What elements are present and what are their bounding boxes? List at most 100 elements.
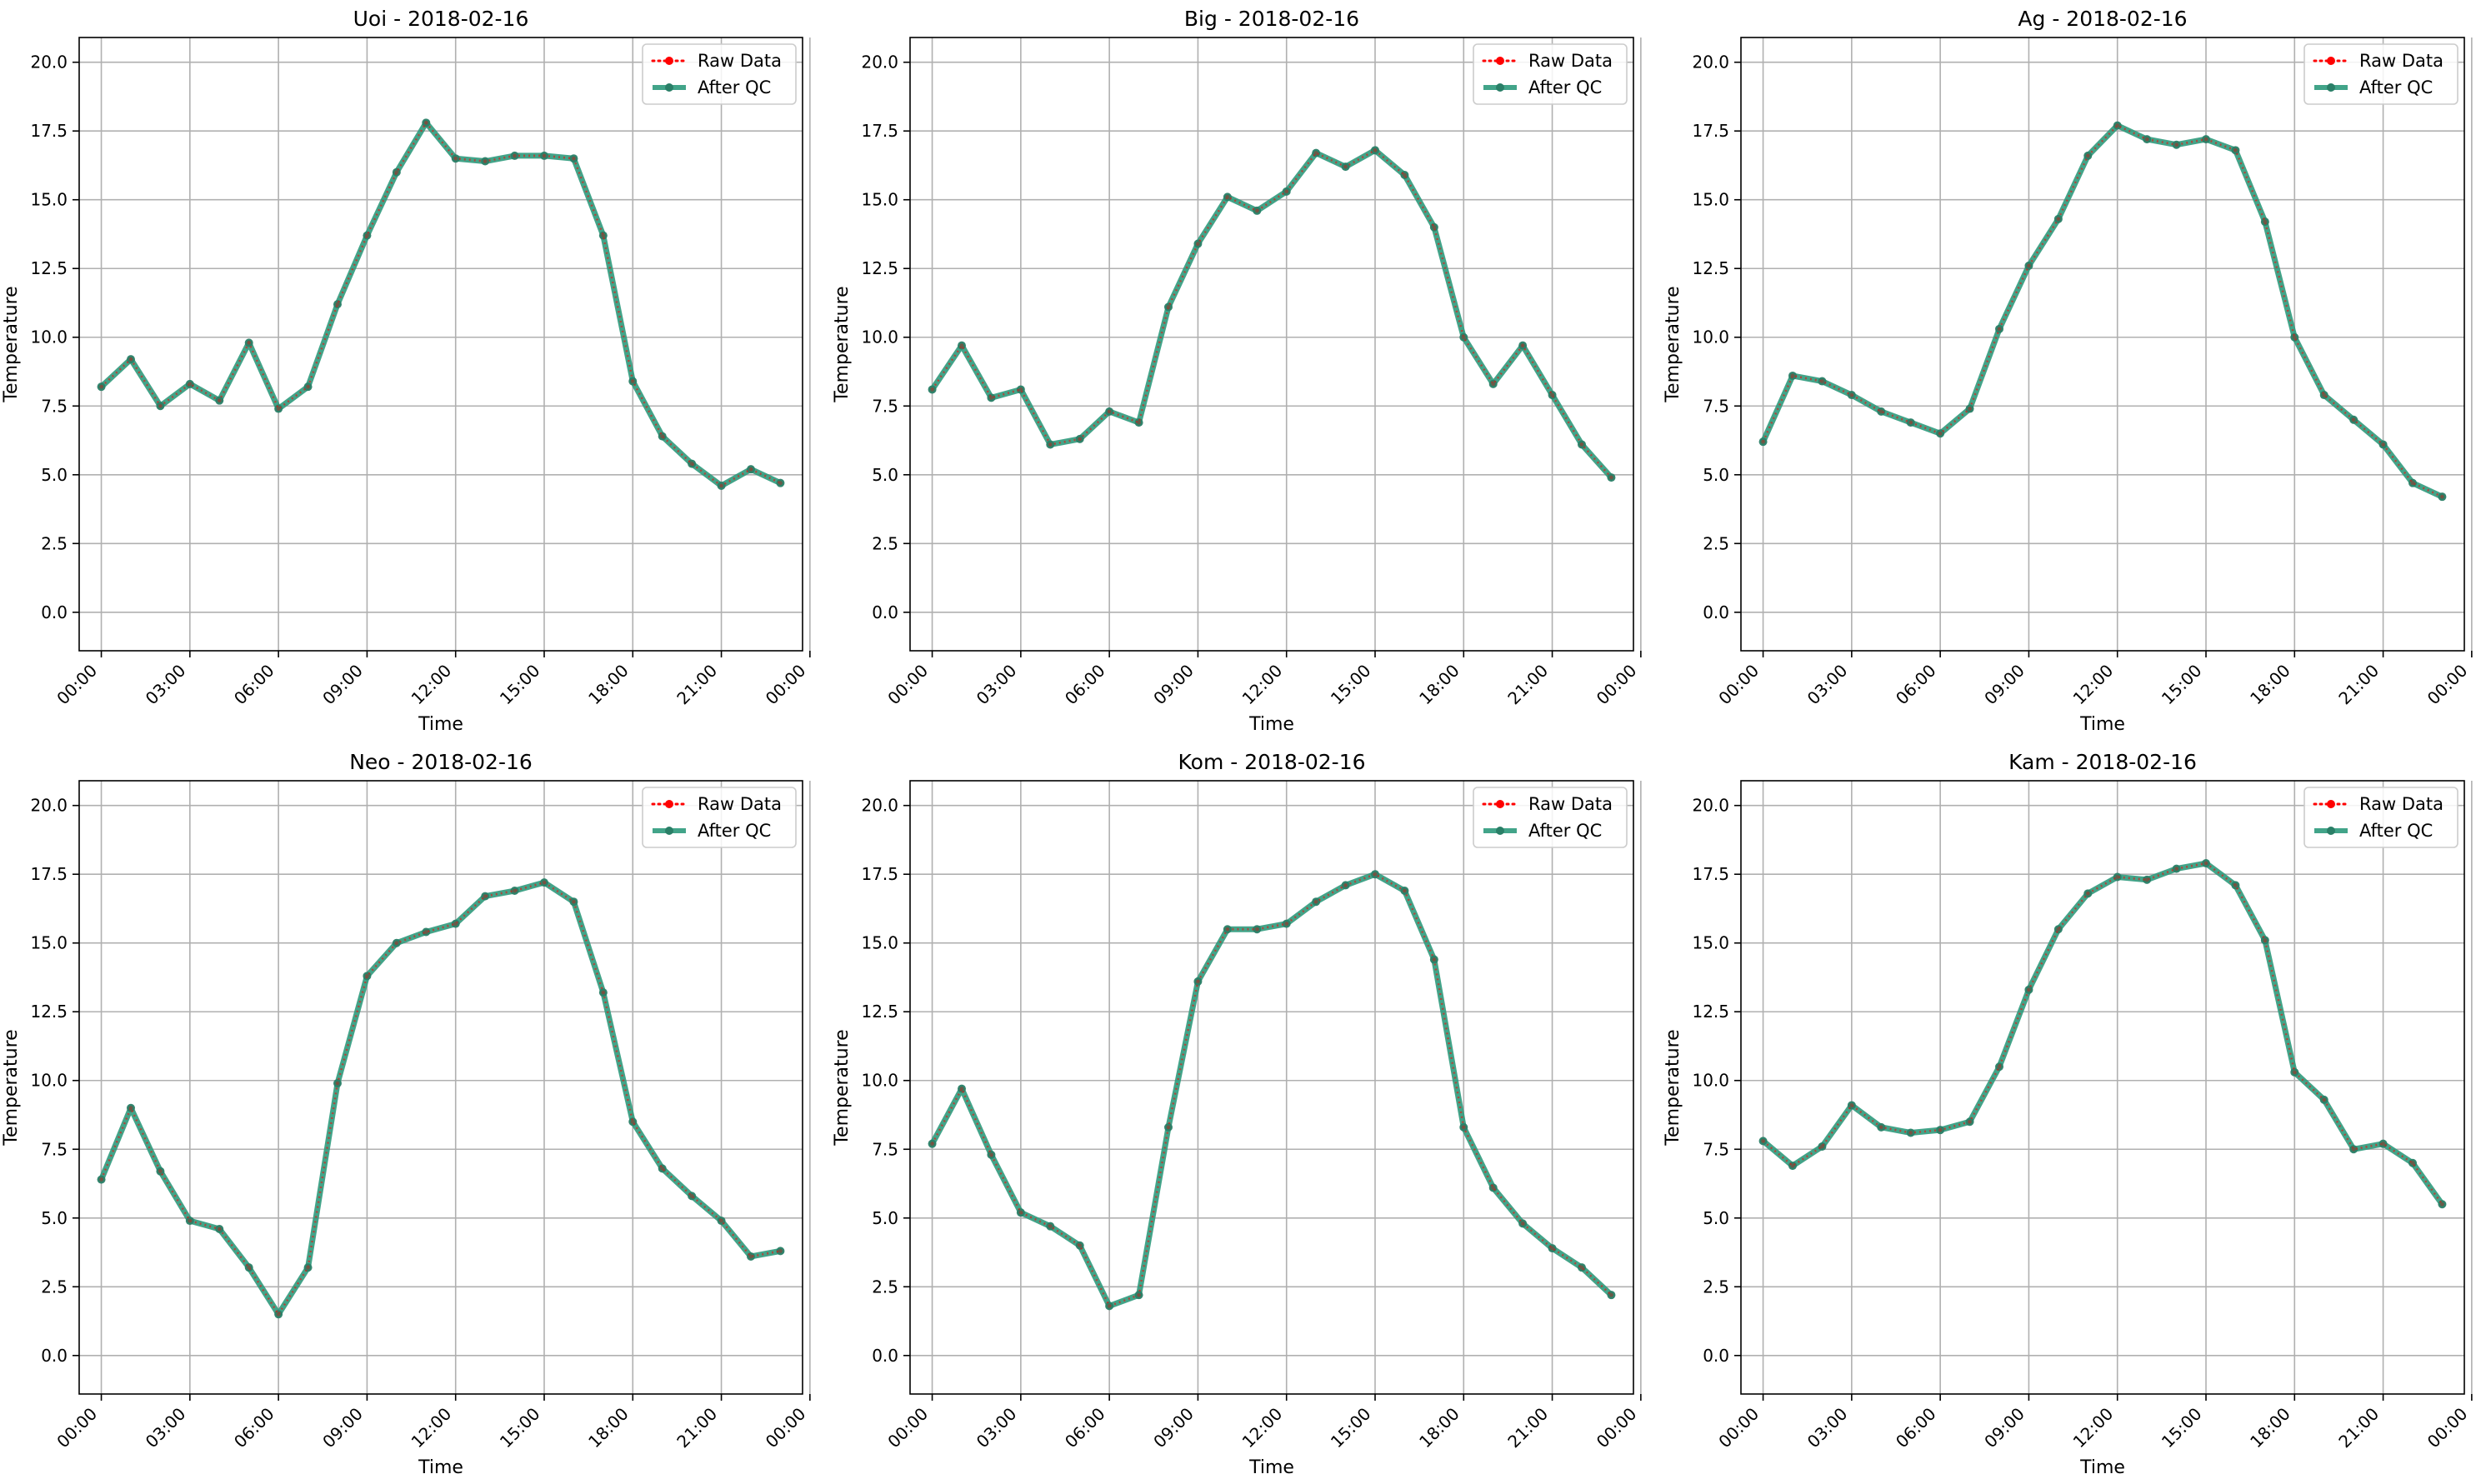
x-tick-label: 00:00 <box>53 661 101 709</box>
raw-data-point <box>394 941 399 946</box>
y-tick-label: 12.5 <box>1692 258 1729 278</box>
y-tick-label: 12.5 <box>861 258 898 278</box>
y-tick-label: 20.0 <box>861 796 898 816</box>
raw-data-point <box>2056 927 2061 932</box>
x-tick-label: 06:00 <box>1892 661 1940 709</box>
raw-data-point <box>572 156 576 161</box>
y-tick-label: 0.0 <box>41 1346 68 1366</box>
y-tick-label: 2.5 <box>1703 533 1729 553</box>
series-line-raw-data <box>1762 124 2443 498</box>
raw-data-point <box>2085 153 2090 158</box>
raw-data-point <box>1790 1163 1795 1168</box>
raw-data-point <box>748 1254 753 1259</box>
raw-data-point <box>1254 927 1259 932</box>
raw-data-point <box>158 403 163 408</box>
y-tick-label: 0.0 <box>41 602 68 622</box>
raw-data-point <box>1373 872 1378 877</box>
raw-data-point <box>1343 164 1348 169</box>
raw-data-point <box>1878 409 1883 414</box>
subplot-2: 0.0 2.5 5.0 7.5 10.0 12.5 15.0 17.5 20.0 00:00 03:… <box>832 7 1642 735</box>
subplot-title: Big - 2018-02-16 <box>1184 7 1359 31</box>
raw-data-point <box>1432 957 1437 962</box>
raw-data-point <box>2263 219 2268 224</box>
y-axis-label: Temperature <box>832 1029 853 1146</box>
raw-data-point <box>1938 431 1943 436</box>
legend: Raw Data After QC <box>1473 787 1628 848</box>
raw-data-point <box>335 302 340 307</box>
raw-data-point <box>1908 420 1913 425</box>
x-tick-label: 03:00 <box>973 661 1021 709</box>
plot-area <box>910 781 1633 1394</box>
raw-data-point <box>1313 899 1318 904</box>
raw-data-point <box>158 1169 163 1174</box>
x-tick-label: 00:00 <box>883 1404 932 1452</box>
raw-data-point <box>630 1119 635 1124</box>
x-tick-label: 18:00 <box>2246 661 2294 709</box>
y-tick-label: 10.0 <box>1692 327 1729 347</box>
legend-raw-data-marker <box>1496 800 1504 808</box>
series-line-raw-data <box>931 872 1613 1308</box>
legend-after-qc-marker <box>665 83 673 92</box>
y-tick-label: 2.5 <box>41 533 68 553</box>
raw-data-point <box>1761 439 1765 444</box>
x-tick-label: 09:00 <box>1980 661 2028 709</box>
raw-data-point <box>542 153 547 158</box>
legend: Raw Data After QC <box>642 787 797 848</box>
x-tick-label: 12:00 <box>408 661 456 709</box>
y-tick-label: 12.5 <box>30 1002 68 1022</box>
x-tick-label: 18:00 <box>1415 1404 1463 1452</box>
x-tick-label: 09:00 <box>1149 661 1198 709</box>
raw-data-point <box>1137 420 1141 425</box>
x-tick-label: 03:00 <box>1803 661 1852 709</box>
legend-after-qc-marker <box>2327 83 2335 92</box>
raw-data-point <box>99 1177 103 1182</box>
y-tick-label: 15.0 <box>30 190 68 210</box>
legend-raw-data-marker <box>2327 800 2335 808</box>
plot-area <box>1741 781 2464 1394</box>
raw-data-point <box>1166 1125 1171 1130</box>
y-tick-label: 2.5 <box>41 1277 68 1297</box>
x-tick-label: 00:00 <box>2423 661 2472 709</box>
raw-data-point <box>1849 392 1854 397</box>
raw-data-point <box>1137 1292 1141 1297</box>
y-tick-label: 10.0 <box>861 1071 898 1091</box>
raw-data-point <box>453 156 458 161</box>
x-tick-label: 06:00 <box>1892 1404 1940 1452</box>
y-tick-label: 17.5 <box>30 864 68 884</box>
axes-frame <box>78 37 803 652</box>
raw-data-point <box>2410 1161 2415 1166</box>
series-line-raw-data <box>100 121 781 487</box>
y-tick-label: 15.0 <box>861 190 898 210</box>
raw-data-point <box>247 1265 252 1270</box>
raw-data-point <box>1196 979 1200 984</box>
raw-data-point <box>2233 883 2238 887</box>
legend-raw-data-marker <box>665 57 673 65</box>
legend-after-qc-label: After QC <box>2359 821 2433 841</box>
raw-data-point <box>188 1218 193 1223</box>
y-tick-label: 10.0 <box>30 1071 68 1091</box>
y-tick-label: 17.5 <box>861 121 898 141</box>
x-tick-label: 09:00 <box>318 1404 367 1452</box>
x-tick-label: 00:00 <box>883 661 932 709</box>
x-tick-label: 00:00 <box>1593 661 1641 709</box>
raw-data-point <box>1609 1292 1613 1297</box>
legend-after-qc-marker <box>2327 827 2335 835</box>
raw-data-point <box>2233 147 2238 152</box>
legend-raw-data-label: Raw Data <box>1528 794 1613 814</box>
axes-frame <box>78 780 803 1395</box>
x-tick-label: 09:00 <box>1149 1404 1198 1452</box>
raw-data-point <box>276 407 281 411</box>
x-tick-label: 03:00 <box>973 1404 1021 1452</box>
legend-raw-data-marker <box>665 800 673 808</box>
x-tick-label: 00:00 <box>1714 1404 1763 1452</box>
y-tick-label: 17.5 <box>1692 864 1729 884</box>
raw-data-point <box>483 159 488 163</box>
axes-frame <box>909 37 1634 652</box>
raw-data-point <box>1078 1243 1083 1248</box>
legend-after-qc-label: After QC <box>1528 821 1602 841</box>
raw-data-point <box>1550 392 1554 397</box>
y-axis-label: Temperature <box>1663 1029 1683 1146</box>
raw-data-point <box>930 1142 934 1147</box>
raw-data-point <box>1225 195 1230 199</box>
raw-data-point <box>959 343 964 348</box>
